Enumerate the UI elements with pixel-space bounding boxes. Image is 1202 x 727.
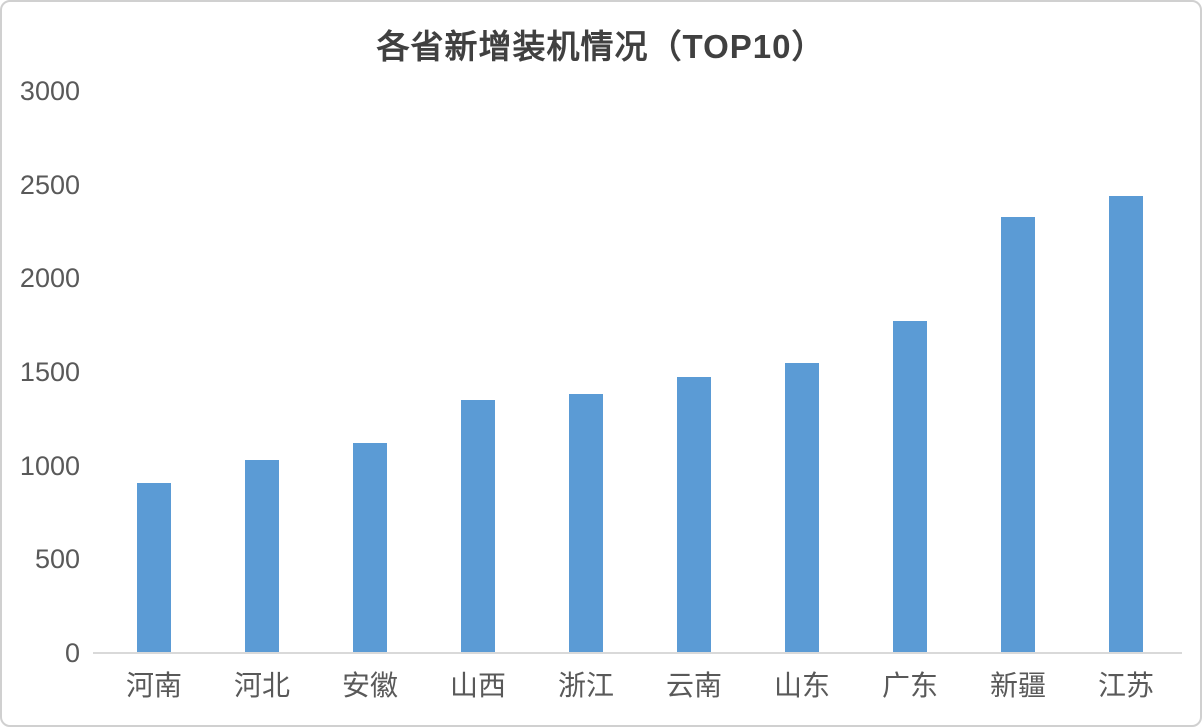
x-category-label: 浙江 xyxy=(557,670,614,701)
bar-江苏 xyxy=(1109,195,1143,653)
y-tick-label: 2500 xyxy=(19,169,80,200)
x-category-label: 广东 xyxy=(881,670,938,701)
x-axis-line xyxy=(93,652,1182,654)
bar-河南 xyxy=(137,482,171,653)
bar-山西 xyxy=(461,400,495,653)
bar-河北 xyxy=(245,460,279,653)
bar-云南 xyxy=(677,376,711,653)
chart-title: 各省新增装机情况（TOP10） xyxy=(376,28,826,65)
x-category-label: 新疆 xyxy=(989,670,1046,701)
x-category-label: 河南 xyxy=(125,670,182,701)
bar-新疆 xyxy=(1001,216,1035,653)
y-tick-label: 500 xyxy=(34,544,80,575)
y-tick-label: 1000 xyxy=(19,450,80,481)
bar-山东 xyxy=(785,362,819,653)
x-category-label: 河北 xyxy=(233,670,290,701)
bar-浙江 xyxy=(569,394,603,653)
x-category-label: 安徽 xyxy=(341,670,398,701)
y-tick-label: 3000 xyxy=(19,76,80,106)
x-category-label: 山西 xyxy=(449,670,506,701)
y-tick-label: 2000 xyxy=(19,263,80,294)
y-tick-label: 1500 xyxy=(19,357,80,387)
x-category-label: 江苏 xyxy=(1097,670,1154,701)
bar-安徽 xyxy=(353,443,387,653)
x-category-label: 云南 xyxy=(665,670,722,701)
bar-广东 xyxy=(893,321,927,653)
y-tick-label: 0 xyxy=(64,638,80,668)
x-category-label: 山东 xyxy=(773,670,830,701)
